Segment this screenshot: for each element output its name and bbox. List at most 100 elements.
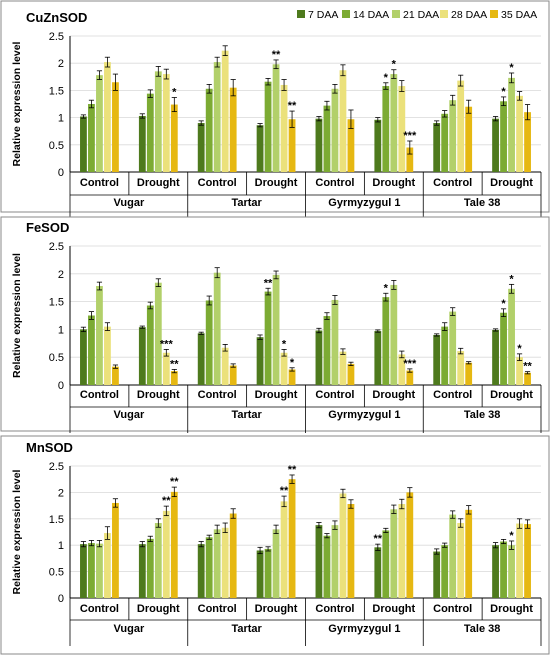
bar-fesod-14-daa: [205, 300, 213, 385]
bar-mnsod-28-daa: [457, 523, 465, 598]
y-tick-label: 0.5: [49, 140, 64, 152]
treatment-label: Control: [198, 389, 237, 401]
bar-mnsod-7-daa: [374, 547, 382, 598]
treatment-label: Control: [433, 177, 472, 189]
bar-mnsod-7-daa: [256, 550, 264, 598]
y-tick-label: 1: [58, 113, 64, 125]
variety-label: Tartar: [231, 409, 262, 421]
significance-marker: *: [509, 530, 514, 542]
bar-cuznsod-21-daa: [390, 74, 398, 172]
bar-cuznsod-28-daa: [280, 84, 288, 172]
bar-fesod-28-daa: [162, 352, 170, 385]
y-tick-label: 0: [58, 380, 64, 392]
bar-mnsod-21-daa: [331, 525, 339, 598]
variety-label: Tale 38: [464, 623, 501, 635]
bar-mnsod-35-daa: [288, 479, 296, 598]
bar-mnsod-14-daa: [146, 538, 154, 598]
bar-cuznsod-14-daa: [323, 105, 331, 172]
significance-marker: *: [384, 282, 389, 294]
bar-mnsod-35-daa: [406, 492, 414, 598]
y-tick-label: 2: [58, 269, 64, 281]
significance-marker: **: [170, 476, 179, 488]
bar-mnsod-14-daa: [382, 530, 390, 598]
variety-label: Vugar: [113, 197, 144, 209]
y-tick-label: 2: [58, 58, 64, 70]
bar-mnsod-7-daa: [138, 544, 146, 598]
bar-fesod-21-daa: [508, 288, 515, 385]
bar-fesod-21-daa: [213, 272, 221, 385]
y-tick-label: 0.5: [49, 567, 64, 579]
bar-mnsod-35-daa: [524, 524, 531, 598]
bar-cuznsod-28-daa: [457, 80, 465, 172]
treatment-label: Drought: [490, 389, 533, 401]
bar-cuznsod-35-daa: [524, 112, 531, 172]
bar-mnsod-7-daa: [433, 551, 441, 598]
bar-mnsod-28-daa: [221, 527, 229, 598]
significance-marker: **: [162, 495, 171, 507]
bar-fesod-21-daa: [449, 311, 457, 385]
bar-fesod-21-daa: [96, 286, 103, 385]
bar-cuznsod-21-daa: [154, 71, 162, 172]
y-tick-label: 2.5: [49, 31, 64, 43]
bar-mnsod-14-daa: [441, 545, 449, 598]
bar-cuznsod-28-daa: [104, 62, 111, 172]
bar-fesod-7-daa: [374, 331, 382, 385]
bar-mnsod-14-daa: [88, 543, 95, 598]
bar-mnsod-28-daa: [280, 501, 288, 598]
bar-mnsod-28-daa: [398, 504, 406, 598]
legend: 7 DAA 14 DAA 21 DAA 28 DAA 35 DAA: [297, 9, 537, 21]
y-tick-label: 0: [58, 167, 64, 179]
bar-fesod-35-daa: [465, 362, 473, 385]
y-tick-label: 2: [58, 487, 64, 499]
significance-marker: *: [172, 86, 177, 98]
bar-cuznsod-7-daa: [80, 116, 87, 172]
bar-fesod-7-daa: [492, 329, 499, 385]
bar-cuznsod-7-daa: [197, 123, 205, 172]
significance-marker: ***: [403, 358, 417, 370]
significance-marker: *: [509, 62, 514, 74]
significance-marker: *: [282, 338, 287, 350]
y-tick-label: 2.5: [49, 461, 64, 473]
bar-cuznsod-14-daa: [441, 113, 449, 172]
bar-cuznsod-7-daa: [315, 118, 323, 172]
significance-marker: **: [288, 100, 297, 112]
bar-fesod-7-daa: [138, 327, 146, 385]
bar-mnsod-35-daa: [112, 502, 119, 598]
variety-label: Tartar: [231, 623, 262, 635]
treatment-label: Drought: [490, 177, 533, 189]
bar-mnsod-21-daa: [390, 509, 398, 598]
bar-fesod-28-daa: [339, 351, 347, 385]
variety-label: Tartar: [231, 197, 262, 209]
bar-cuznsod-7-daa: [492, 118, 499, 172]
bar-cuznsod-28-daa: [398, 86, 406, 172]
significance-marker: *: [384, 72, 389, 84]
bar-fesod-35-daa: [524, 372, 531, 385]
bar-cuznsod-7-daa: [433, 123, 441, 172]
bar-fesod-14-daa: [500, 312, 507, 385]
treatment-label: Control: [80, 177, 119, 189]
bar-mnsod-28-daa: [104, 533, 111, 598]
bar-cuznsod-7-daa: [138, 115, 146, 172]
y-axis-label: Relative expression level: [11, 469, 23, 594]
bar-fesod-14-daa: [323, 316, 331, 385]
bar-cuznsod-14-daa: [88, 104, 95, 172]
bar-cuznsod-35-daa: [112, 82, 119, 172]
legend-swatch: [342, 10, 350, 18]
treatment-label: Drought: [372, 177, 415, 189]
legend-swatch: [297, 10, 305, 18]
bar-mnsod-21-daa: [449, 514, 457, 598]
bar-mnsod-28-daa: [162, 510, 170, 598]
bar-fesod-35-daa: [406, 370, 414, 385]
significance-marker: *: [501, 298, 506, 310]
bar-cuznsod-7-daa: [256, 125, 264, 172]
bar-cuznsod-28-daa: [221, 50, 229, 172]
variety-label: Tale 38: [464, 197, 501, 209]
bar-fesod-35-daa: [170, 371, 178, 385]
treatment-label: Control: [433, 389, 472, 401]
bar-cuznsod-35-daa: [170, 104, 178, 172]
bar-cuznsod-14-daa: [146, 93, 154, 172]
bar-fesod-28-daa: [280, 352, 288, 385]
bar-fesod-14-daa: [88, 315, 95, 385]
